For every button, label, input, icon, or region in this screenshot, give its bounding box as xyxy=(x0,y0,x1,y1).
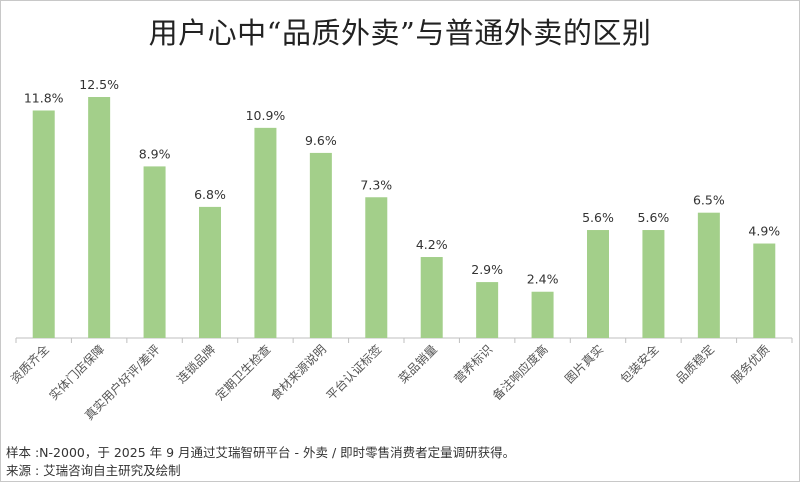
data-label: 11.8% xyxy=(24,90,64,105)
bar xyxy=(476,282,499,338)
x-tick-label: 包装安全 xyxy=(617,342,662,387)
bar xyxy=(199,206,221,338)
data-label: 7.3% xyxy=(360,177,392,192)
bar xyxy=(254,127,277,339)
footer-source: 来源 : 艾瑞咨询自主研究及绘制 xyxy=(6,463,181,478)
data-label: 12.5% xyxy=(79,77,119,92)
data-label: 2.4% xyxy=(527,272,559,287)
x-tick-label: 服务优质 xyxy=(728,342,773,387)
data-label: 4.2% xyxy=(416,237,448,252)
x-tick-label: 连锁品牌 xyxy=(174,342,219,387)
x-tick-label: 资质齐全 xyxy=(7,342,52,387)
data-label: 4.9% xyxy=(748,224,780,239)
bar xyxy=(32,110,55,338)
footer-sample-note: 样本 :N-2000，于 2025 年 9 月通过艾瑞智研平台 - 外卖 / 即… xyxy=(6,445,516,460)
x-tick-label: 平台认证标签 xyxy=(323,342,385,404)
bar xyxy=(309,152,332,338)
bar xyxy=(365,197,388,338)
data-label: 5.6% xyxy=(582,210,614,225)
bar xyxy=(697,212,720,338)
bar xyxy=(420,257,443,338)
data-label: 5.6% xyxy=(638,210,670,225)
bar xyxy=(88,97,111,338)
bar xyxy=(642,230,665,338)
bar xyxy=(143,166,166,338)
x-tick-label: 图片真实 xyxy=(562,342,607,387)
x-tick-label: 食材来源说明 xyxy=(267,342,329,404)
x-tick-label: 菜品销量 xyxy=(396,342,440,386)
data-label: 2.9% xyxy=(471,262,503,277)
bar xyxy=(753,243,776,338)
chart-title: 用户心中“品质外卖”与普通外卖的区别 xyxy=(148,16,652,50)
data-label: 9.6% xyxy=(305,133,337,148)
data-label: 6.8% xyxy=(194,187,226,202)
data-label: 6.5% xyxy=(693,193,725,208)
x-tick-label: 实体门店保障 xyxy=(46,342,108,404)
x-tick-label: 定期卫生检查 xyxy=(212,342,274,404)
x-tick-label: 营养标识 xyxy=(451,342,496,387)
x-tick-label: 备注响应度高 xyxy=(489,342,551,404)
bar xyxy=(587,230,609,338)
bar xyxy=(531,291,554,338)
x-tick-label: 品质稳定 xyxy=(672,342,717,387)
data-label: 10.9% xyxy=(246,108,286,123)
data-label: 8.9% xyxy=(139,146,171,161)
